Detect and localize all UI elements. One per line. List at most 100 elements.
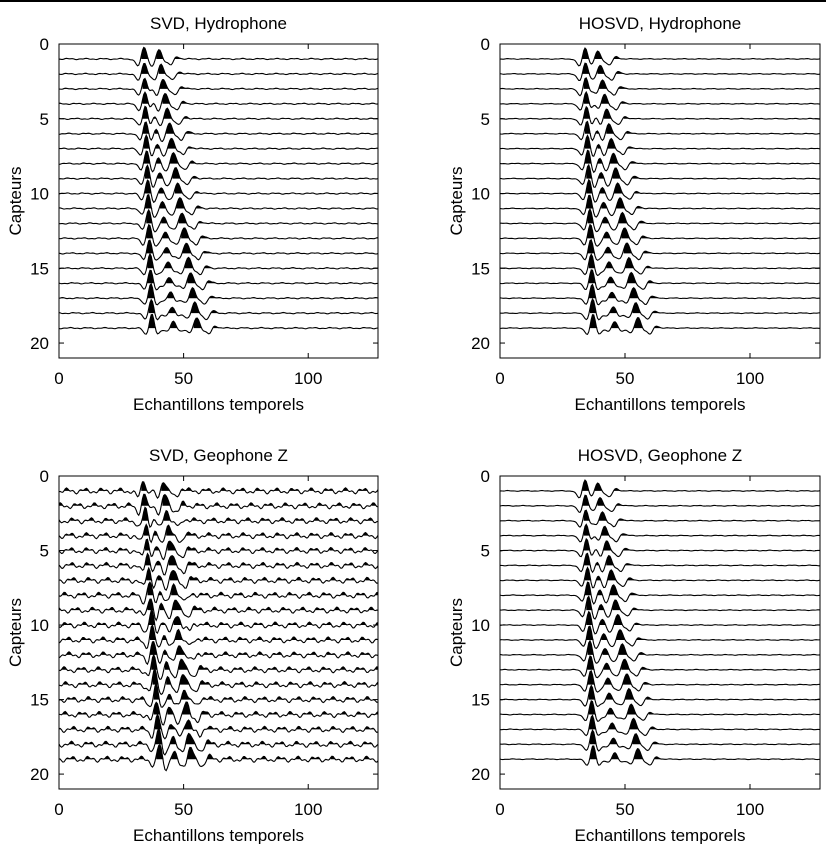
y-tick-label: 5	[481, 110, 490, 129]
trace-fill-7	[59, 135, 378, 149]
trace-fill-17	[500, 284, 820, 299]
trace-10	[59, 609, 378, 634]
trace-fill-19	[508, 314, 813, 329]
y-tick-label: 5	[40, 110, 49, 129]
trace-14	[500, 669, 820, 693]
traces	[500, 479, 820, 766]
y-tick-label: 0	[40, 35, 49, 54]
trace-17	[500, 283, 820, 306]
x-tick-label: 100	[294, 800, 322, 819]
trace-7	[59, 566, 378, 592]
trace-fill-15	[61, 253, 378, 269]
trace-3	[59, 77, 378, 96]
trace-16	[500, 700, 820, 722]
trace-9	[500, 163, 820, 189]
trace-4	[59, 523, 378, 544]
trace-fill-5	[65, 539, 378, 551]
y-axis-label: Capteurs	[6, 598, 25, 667]
trace-fill-10	[502, 611, 820, 626]
trace-fill-3	[500, 77, 820, 89]
trace-fill-13	[502, 655, 820, 670]
trace-fill-18	[500, 730, 820, 745]
axes-frame	[499, 475, 821, 790]
trace-fill-12	[500, 209, 820, 224]
trace-5	[59, 105, 378, 127]
x-tick-label: 100	[736, 800, 764, 819]
trace-fill-9	[65, 165, 370, 179]
trace-16	[500, 269, 820, 291]
trace-fill-8	[62, 151, 378, 164]
trace-fill-8	[500, 150, 820, 164]
trace-fill-14	[59, 240, 375, 254]
y-tick-label: 20	[30, 334, 49, 353]
y-tick-label: 0	[481, 467, 490, 486]
trace-fill-1	[506, 48, 820, 59]
trace-14	[59, 239, 378, 261]
axes-frame	[499, 43, 821, 359]
trace-fill-7	[505, 567, 820, 581]
trace-fill-13	[503, 224, 820, 239]
chart-title: HOSVD, Hydrophone	[579, 14, 742, 33]
trace-6	[500, 120, 820, 142]
trace-fill-15	[503, 685, 820, 700]
trace-5	[500, 537, 820, 558]
trace-fill-17	[59, 283, 378, 299]
trace-fill-14	[506, 239, 820, 254]
trace-13	[500, 655, 820, 679]
trace-3	[500, 77, 820, 97]
x-tick-label: 100	[294, 369, 322, 388]
trace-3	[59, 506, 378, 529]
x-tick-label: 0	[495, 369, 504, 388]
traces	[59, 481, 378, 772]
trace-15	[500, 253, 820, 277]
trace-14	[500, 238, 820, 261]
trace-6	[59, 121, 378, 143]
trace-18	[500, 297, 820, 321]
trace-fill-18	[500, 299, 820, 314]
chart-title: SVD, Hydrophone	[150, 14, 287, 33]
trace-fill-5	[59, 106, 378, 119]
trace-1	[500, 47, 820, 67]
y-tick-label: 20	[471, 765, 490, 784]
x-tick-label: 50	[616, 369, 635, 388]
trace-4	[500, 90, 820, 111]
trace-15	[500, 684, 820, 708]
trace-fill-18	[59, 299, 375, 314]
trace-fill-6	[62, 122, 371, 134]
trace-12	[500, 639, 820, 664]
trace-4	[500, 523, 820, 543]
trace-fill-2	[500, 63, 817, 74]
trace-17	[59, 282, 378, 306]
y-axis-label: Capteurs	[447, 598, 466, 667]
trace-9	[59, 164, 378, 188]
trace-fill-9	[500, 164, 817, 179]
trace-fill-6	[505, 121, 820, 134]
trace-fill-3	[59, 507, 374, 521]
trace-8	[500, 581, 820, 605]
trace-14	[59, 667, 378, 696]
trace-15	[59, 252, 378, 276]
panel-3: SVD, Geophone Z 0 50 100 0 5 10 15 20 Echantillon…	[6, 446, 379, 844]
trace-17	[59, 713, 378, 740]
y-tick-label: 5	[481, 542, 490, 561]
trace-7	[59, 133, 378, 157]
trace-5	[59, 538, 378, 561]
trace-4	[59, 91, 378, 112]
trace-1	[59, 481, 378, 499]
trace-13	[59, 653, 378, 681]
x-axis-label: Echantillons temporels	[574, 395, 745, 414]
y-axis-label: Capteurs	[6, 167, 25, 236]
trace-8	[59, 150, 378, 173]
y-tick-label: 0	[481, 35, 490, 54]
trace-19	[59, 313, 378, 335]
trace-fill-3	[506, 510, 820, 521]
trace-fill-4	[510, 92, 814, 104]
trace-8	[59, 581, 378, 605]
trace-8	[500, 149, 820, 174]
trace-3	[500, 509, 820, 528]
trace-fill-1	[65, 47, 378, 59]
trace-fill-5	[500, 106, 818, 119]
trace-16	[59, 701, 378, 726]
trace-10	[500, 610, 820, 635]
trace-11	[59, 194, 378, 218]
